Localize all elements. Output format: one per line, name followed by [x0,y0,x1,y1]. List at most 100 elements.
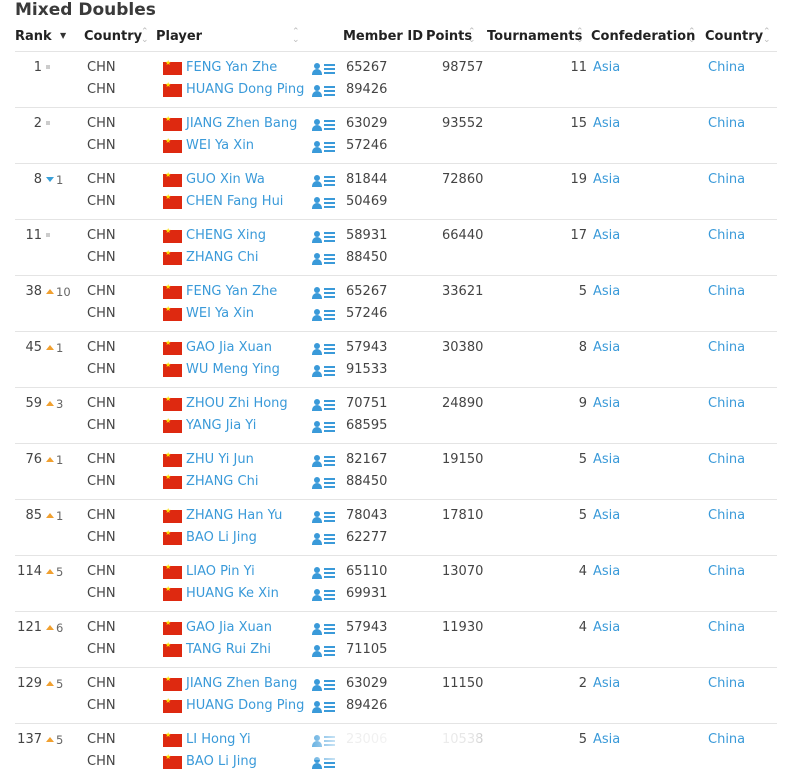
sort-icon[interactable]: ⌃ ⌄ [763,27,771,45]
row-divider [15,499,777,500]
player-name-link[interactable]: BAO Li Jing [186,530,257,545]
player-name-link[interactable]: WU Meng Ying [186,362,280,377]
player-name-link[interactable]: ZHOU Zhi Hong [186,396,288,411]
player-country-code: CHN [87,138,116,153]
player-profile-icon[interactable] [312,230,336,245]
confederation-link[interactable]: Asia [593,620,621,635]
player-name-link[interactable]: GAO Jia Xuan [186,620,272,635]
sort-icon[interactable]: ⌃ ⌄ [141,27,149,45]
member-id: 65267 [346,60,388,75]
sort-icon[interactable]: ⌃ ⌄ [292,27,300,45]
player-name-link[interactable]: JIANG Zhen Bang [186,116,298,131]
player-name-link[interactable]: CHEN Fang Hui [186,194,284,209]
player-name-link[interactable]: GUO Xin Wa [186,172,265,187]
country-link[interactable]: China [708,452,746,467]
player-profile-icon[interactable] [312,476,336,491]
china-flag-icon [163,395,182,411]
player-name-link[interactable]: LIAO Pin Yi [186,564,255,579]
player-name-link[interactable]: WEI Ya Xin [186,138,255,153]
confederation-link[interactable]: Asia [593,228,621,243]
confederation-link[interactable]: Asia [593,396,621,411]
country-link[interactable]: China [708,564,746,579]
player-profile-icon[interactable] [312,140,336,155]
confederation-link[interactable]: Asia [593,676,621,691]
sort-desc-icon[interactable]: ▼ [60,31,67,40]
confederation-link[interactable]: Asia [593,564,621,579]
player-name-link[interactable]: BAO Li Jing [186,754,257,769]
player-profile-icon[interactable] [312,622,336,637]
country-link[interactable]: China [708,508,746,523]
player-name-link[interactable]: CHENG Xing [186,228,267,243]
country-link[interactable]: China [708,172,746,187]
player-name-link[interactable]: ZHANG Chi [186,250,259,265]
confederation-link[interactable]: Asia [593,732,621,747]
player-name-link[interactable]: ZHU Yi Jun [186,452,254,467]
sort-icon[interactable]: ⌃ ⌄ [576,27,584,45]
header-confederation[interactable]: Confederation [591,29,696,44]
table-row: 81 CHN GUO Xin Wa 81844 CHN CHEN Fang Hui 5046… [0,164,792,220]
header-rank[interactable]: Rank [15,29,52,44]
player-profile-icon[interactable] [312,420,336,435]
country-link[interactable]: China [708,676,746,691]
country-link[interactable]: China [708,732,746,747]
country-link[interactable]: China [708,620,746,635]
country-link[interactable]: China [708,284,746,299]
player-profile-icon[interactable] [312,342,336,357]
player-name-link[interactable]: YANG Jia Yi [186,418,257,433]
confederation-link[interactable]: Asia [593,60,621,75]
player-profile-icon[interactable] [312,118,336,133]
player-name-link[interactable]: TANG Rui Zhi [186,642,271,657]
player-profile-icon[interactable] [312,252,336,267]
player-profile-icon[interactable] [312,286,336,301]
header-country-name[interactable]: Country [705,29,764,44]
player-profile-icon[interactable] [312,678,336,693]
confederation-link[interactable]: Asia [593,284,621,299]
header-member-id[interactable]: Member ID [343,29,423,44]
confederation-link[interactable]: Asia [593,116,621,131]
member-id: 88450 [346,474,388,489]
player-profile-icon[interactable] [312,644,336,659]
confederation-link[interactable]: Asia [593,452,621,467]
player-profile-icon[interactable] [312,84,336,99]
player-name-link[interactable]: LI Hong Yi [186,732,251,747]
player-profile-icon[interactable] [312,174,336,189]
player-name-link[interactable]: FENG Yan Zhe [186,284,278,299]
header-tournaments[interactable]: Tournaments [487,29,583,44]
player-profile-icon[interactable] [312,532,336,547]
player-name-link[interactable]: WEI Ya Xin [186,306,255,321]
confederation-link[interactable]: Asia [593,172,621,187]
player-profile-icon[interactable] [312,588,336,603]
player-profile-icon[interactable] [312,196,336,211]
confederation-link[interactable]: Asia [593,508,621,523]
player-name-link[interactable]: FENG Yan Zhe [186,60,278,75]
country-link[interactable]: China [708,60,746,75]
sort-icon[interactable]: ⌃ ⌄ [468,27,476,45]
player-name-link[interactable]: HUANG Dong Ping [186,698,305,713]
player-name-link[interactable]: HUANG Dong Ping [186,82,305,97]
player-profile-icon[interactable] [312,308,336,323]
header-player[interactable]: Player [156,29,203,44]
player-profile-icon[interactable] [312,510,336,525]
player-name-link[interactable]: ZHANG Chi [186,474,259,489]
confederation-link[interactable]: Asia [593,340,621,355]
player-profile-icon[interactable] [312,566,336,581]
tournaments-value: 8 [578,340,587,355]
player-profile-icon[interactable] [312,364,336,379]
player-name-link[interactable]: ZHANG Han Yu [186,508,283,523]
player-name-link[interactable]: JIANG Zhen Bang [186,676,298,691]
player-profile-icon[interactable] [312,454,336,469]
header-country[interactable]: Country [84,29,143,44]
china-flag-icon [163,585,182,601]
sort-icon[interactable]: ⌃ ⌄ [688,27,696,45]
player-profile-icon[interactable] [312,398,336,413]
country-link[interactable]: China [708,396,746,411]
country-link[interactable]: China [708,228,746,243]
player-name-link[interactable]: HUANG Ke Xin [186,586,279,601]
header-points[interactable]: Points [426,29,473,44]
player-name-link[interactable]: GAO Jia Xuan [186,340,272,355]
country-link[interactable]: China [708,340,746,355]
player-profile-icon[interactable] [312,700,336,715]
member-id: 63029 [346,116,388,131]
country-link[interactable]: China [708,116,746,131]
player-profile-icon[interactable] [312,62,336,77]
